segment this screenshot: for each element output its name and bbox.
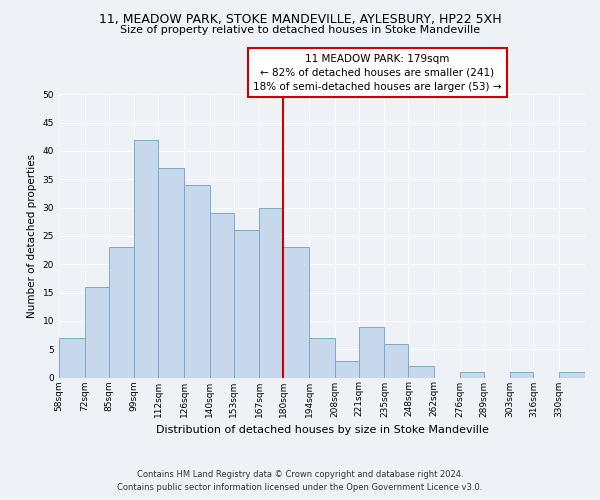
- Text: 11 MEADOW PARK: 179sqm
← 82% of detached houses are smaller (241)
18% of semi-de: 11 MEADOW PARK: 179sqm ← 82% of detached…: [253, 54, 502, 92]
- Bar: [460, 372, 484, 378]
- Text: 11, MEADOW PARK, STOKE MANDEVILLE, AYLESBURY, HP22 5XH: 11, MEADOW PARK, STOKE MANDEVILLE, AYLES…: [98, 12, 502, 26]
- Bar: [59, 338, 85, 378]
- Bar: [309, 338, 335, 378]
- Bar: [259, 208, 283, 378]
- Bar: [409, 366, 434, 378]
- Bar: [210, 214, 233, 378]
- Bar: [233, 230, 259, 378]
- Bar: [559, 372, 585, 378]
- Bar: [158, 168, 184, 378]
- Bar: [359, 326, 385, 378]
- Bar: [134, 140, 158, 378]
- Bar: [85, 287, 109, 378]
- X-axis label: Distribution of detached houses by size in Stoke Mandeville: Distribution of detached houses by size …: [155, 425, 488, 435]
- Y-axis label: Number of detached properties: Number of detached properties: [27, 154, 37, 318]
- Bar: [509, 372, 533, 378]
- Bar: [109, 248, 134, 378]
- Text: Contains HM Land Registry data © Crown copyright and database right 2024.
Contai: Contains HM Land Registry data © Crown c…: [118, 470, 482, 492]
- Bar: [283, 248, 309, 378]
- Text: Size of property relative to detached houses in Stoke Mandeville: Size of property relative to detached ho…: [120, 25, 480, 35]
- Bar: [385, 344, 409, 378]
- Bar: [335, 360, 359, 378]
- Bar: [184, 185, 210, 378]
